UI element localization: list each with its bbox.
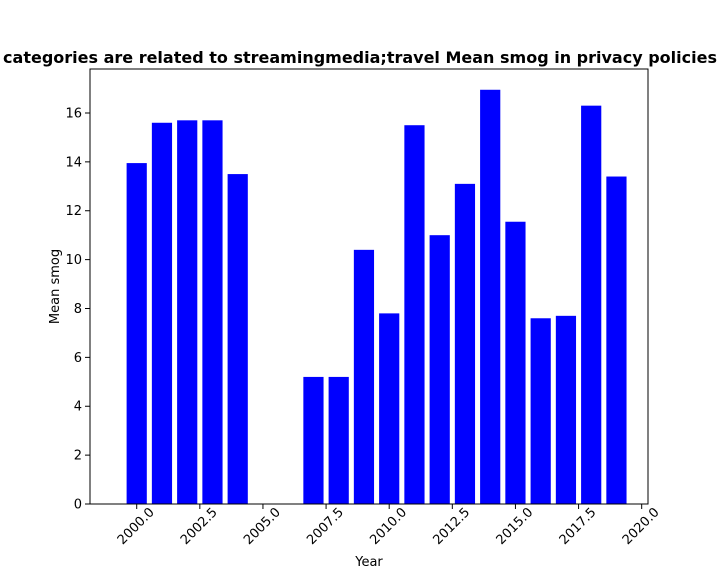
bars [126, 89, 627, 505]
bar-2008 [328, 376, 349, 504]
bar-2015 [505, 221, 526, 505]
bar-2017 [555, 315, 577, 504]
x-tick-label: 2005.0 [241, 505, 284, 548]
bar-2014 [480, 89, 501, 505]
bar-2001 [151, 122, 173, 504]
bar-2003 [202, 120, 223, 504]
x-tick-label: 2010.0 [367, 505, 410, 548]
y-axis-ticks: 0 2 4 6 8 10 12 14 16 [65, 106, 90, 513]
y-tick-label: 8 [74, 302, 82, 317]
x-tick-label: 2012.5 [430, 505, 473, 548]
bar-2013 [454, 183, 476, 505]
y-tick-label: 16 [65, 106, 82, 121]
y-tick-label: 10 [65, 253, 82, 268]
bar-2004 [227, 174, 248, 504]
bar-2010 [379, 313, 400, 504]
bar-2016 [530, 318, 551, 504]
bar-2002 [177, 120, 198, 504]
y-tick-label: 12 [65, 204, 82, 219]
x-tick-label: 2015.0 [494, 505, 537, 548]
bar-2018 [581, 105, 602, 504]
x-tick-label: 2020.0 [620, 505, 663, 548]
chart-title: categories are related to streamingmedia… [3, 48, 717, 67]
y-tick-label: 2 [74, 449, 82, 464]
y-tick-label: 14 [65, 155, 82, 170]
y-tick-label: 0 [74, 498, 82, 513]
bar-2007 [303, 376, 324, 504]
bar-2019 [606, 176, 627, 504]
y-axis-label: Mean smog [48, 249, 63, 324]
plot-area-frame [89, 68, 649, 505]
y-tick-label: 6 [74, 351, 82, 366]
x-tick-label: 2007.5 [304, 505, 347, 548]
x-axis-label: Year [354, 555, 383, 570]
y-tick-label: 4 [74, 400, 82, 415]
bar-2011 [404, 125, 425, 505]
x-tick-label: 2017.5 [557, 505, 600, 548]
x-tick-label: 2002.5 [178, 505, 221, 548]
x-tick-label: 2000.0 [115, 505, 158, 548]
x-axis-ticks: 2000.0 2002.5 2005.0 2007.5 2010.0 2012.5 2015… [115, 504, 663, 548]
bar-2009 [353, 249, 375, 504]
bar-2000 [126, 163, 147, 504]
bar-2012 [429, 235, 450, 504]
